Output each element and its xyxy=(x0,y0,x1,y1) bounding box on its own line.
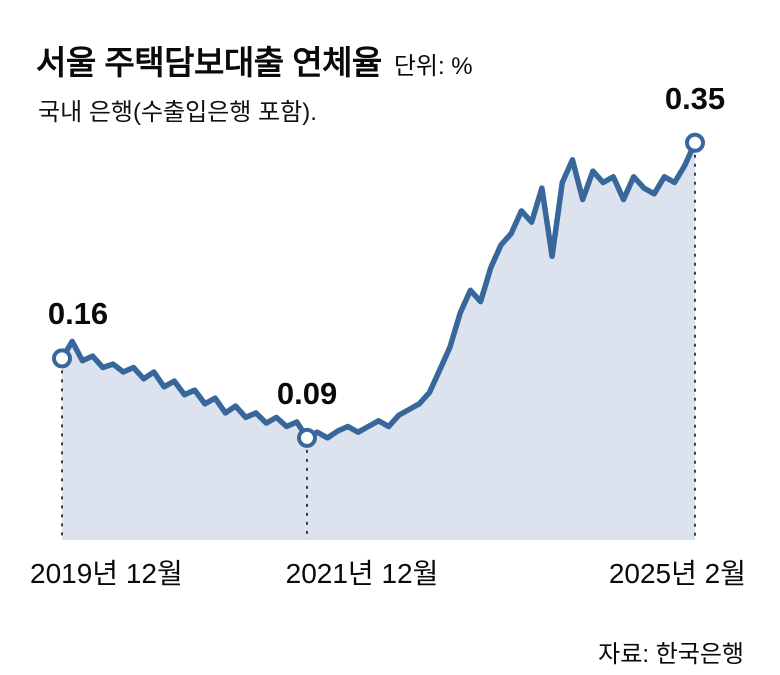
value-label-2025-02: 0.35 xyxy=(664,80,726,116)
chart-subtitle: 국내 은행(수출입은행 포함). xyxy=(38,99,317,126)
header: 서울 주택담보대출 연체율 단위: % xyxy=(36,36,473,84)
source-label: 자료: 한국은행 xyxy=(598,641,744,668)
data-point-marker xyxy=(297,427,317,448)
data-point-marker xyxy=(685,132,705,153)
x-axis-label-2025-02: 2025년 2월 xyxy=(608,558,746,589)
value-label-2019-12: 0.16 xyxy=(47,296,109,332)
x-axis-label-2021-12: 2021년 12월 xyxy=(285,558,439,589)
area-fill xyxy=(62,142,695,541)
value-label-2021-12: 0.09 xyxy=(276,375,338,411)
unit-label: 단위: % xyxy=(393,53,473,80)
data-point-marker xyxy=(52,348,72,369)
trend-line xyxy=(59,140,698,441)
page-title: 서울 주택담보대출 연체율 xyxy=(36,44,382,81)
x-axis-label-2019-12: 2019년 12월 xyxy=(30,558,183,589)
